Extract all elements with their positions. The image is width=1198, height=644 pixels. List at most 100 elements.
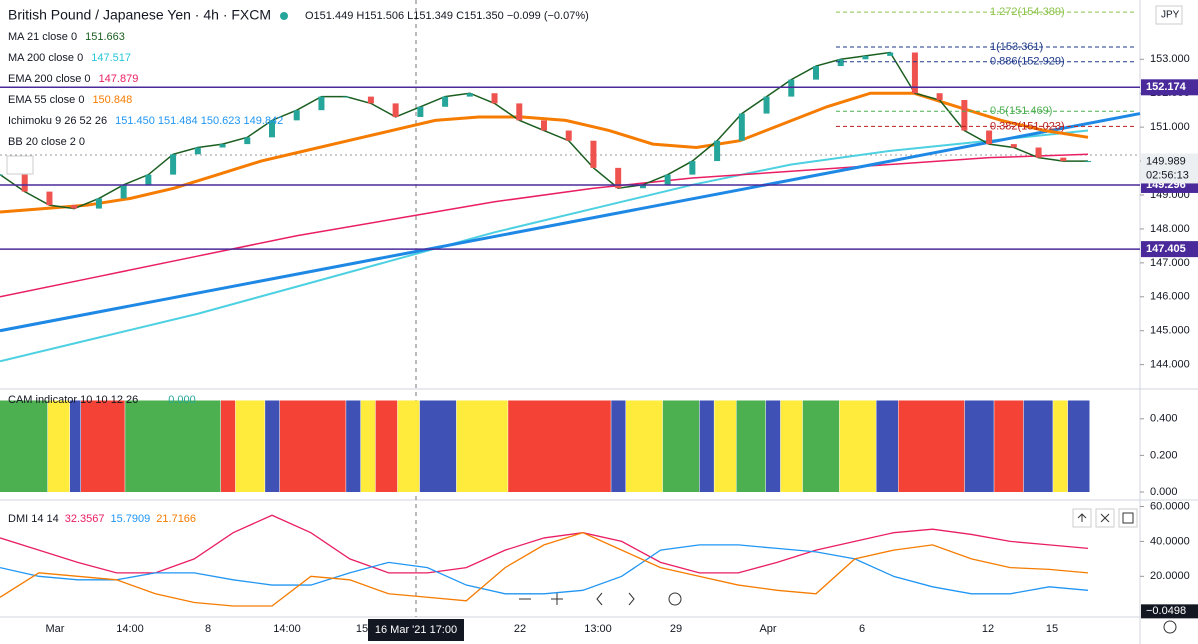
candle [1035,147,1042,158]
candle [590,140,597,168]
y-tick-label: 147.000 [1150,257,1190,269]
cam-bar-run [964,400,994,492]
x-tick-label: 14:00 [273,623,301,635]
legend-entry: Ichimoku 9 26 52 26 151.450 151.484 150.6… [8,115,283,127]
candle [911,52,918,94]
collapse-button[interactable] [6,155,34,175]
candle [887,52,894,56]
legend-label: EMA 200 close 0 [8,73,91,85]
fib-label: 1(153.361) [990,41,1043,53]
maximize[interactable] [1118,508,1138,528]
y-tick-label: 146.000 [1150,291,1190,303]
x-tick-label: 14:00 [116,623,144,635]
reset-button[interactable] [668,592,682,606]
candle [788,79,795,97]
currency-box [1155,5,1183,25]
cam-legend: CAM indicator 10 10 12 26 0.000 [8,394,196,406]
x-tick-label: Apr [759,623,776,635]
candle [71,205,78,209]
cam-bar-run [125,400,221,492]
legend-value: 147.517 [91,52,131,64]
x-tick-label: 13:00 [584,623,612,635]
candle [367,96,374,104]
fib-label: 0.382(151.023) [990,120,1065,132]
candle [813,66,819,80]
cam-bar-run [235,400,265,492]
icon [1122,512,1134,524]
price-label: 152.174 [1146,81,1187,93]
cam-bar-run [736,400,766,492]
candle [466,93,473,97]
candle [219,144,226,148]
dmi-legend: DMI 14 14 32.3567 15.7909 21.7166 [8,513,196,525]
candle [763,96,770,114]
settings-button[interactable] [1163,620,1177,634]
y-tick-label: 60.0000 [1150,500,1190,512]
cam-bar-run [714,400,736,492]
candle [714,140,721,162]
status-dot [280,12,288,20]
dmi-last: −0.0498 [1146,605,1186,617]
x-tick-label: 8 [205,623,211,635]
close-line [0,51,1088,210]
candle [1060,157,1067,162]
fib-label: 0.886(152.929) [990,56,1065,68]
cam-bar-run [876,400,899,492]
candle [689,161,696,175]
y-tick-label: 144.000 [1150,359,1190,371]
pane-buttons[interactable] [1072,508,1138,528]
x-tick-label: 15 [356,623,368,635]
cam-bar-run [456,400,508,492]
candle [46,191,53,206]
cam-bar-run [765,400,781,492]
dmi-value: 15.7909 [111,513,151,525]
candle [491,93,498,104]
price-label-box [1141,241,1198,258]
x-tick-label: 6 [859,623,865,635]
cam-bar-run [81,400,125,492]
candle [244,137,251,145]
countdown: 02:56:13 [1146,169,1189,181]
cam-bar-run [994,400,1024,492]
y-tick-label: 0.000 [1150,486,1178,498]
candle [120,184,127,199]
icon [1077,513,1110,523]
dmi-last-box [1141,604,1198,619]
last-price: 149.989 [1146,155,1186,167]
candle [738,113,745,141]
cam-bar-run [1067,400,1090,492]
last-price-box [1141,153,1198,184]
candle [961,100,968,131]
candle [145,174,152,185]
legend-label: MA 200 close 0 [8,52,83,64]
x-tick-label: Mar [46,623,65,635]
dmi-label: DMI 14 14 [8,513,59,525]
cam-bar-run [220,400,236,492]
legend-entry: MA 21 close 0 151.663 [8,31,125,43]
candle [862,55,869,60]
legend-label: Ichimoku 9 26 52 26 [8,115,107,127]
legend-entry: MA 200 close 0 147.517 [8,52,131,64]
cam-bar-run [1053,400,1068,492]
cam-bar-run [662,400,700,492]
candle [615,167,622,189]
cam-bar-run [898,400,965,492]
legend-value: 147.879 [99,73,139,85]
x-tick-label: 15 [1046,623,1058,635]
cam-bar-run [626,400,663,492]
cam-bar-run [0,400,48,492]
candle [565,130,572,141]
icon [551,593,563,605]
legend-entry: BB 20 close 2 0 [8,136,85,148]
y-tick-label: 40.0000 [1150,535,1190,547]
candle [194,147,201,155]
cam-label: CAM indicator 10 10 12 26 [8,394,138,406]
scroll-buttons[interactable] [596,592,635,606]
price-label-box [1141,79,1198,96]
candle [170,154,177,175]
candle [293,110,300,121]
candle [516,103,523,121]
candle [318,96,325,111]
cam-bar-run [780,400,803,492]
